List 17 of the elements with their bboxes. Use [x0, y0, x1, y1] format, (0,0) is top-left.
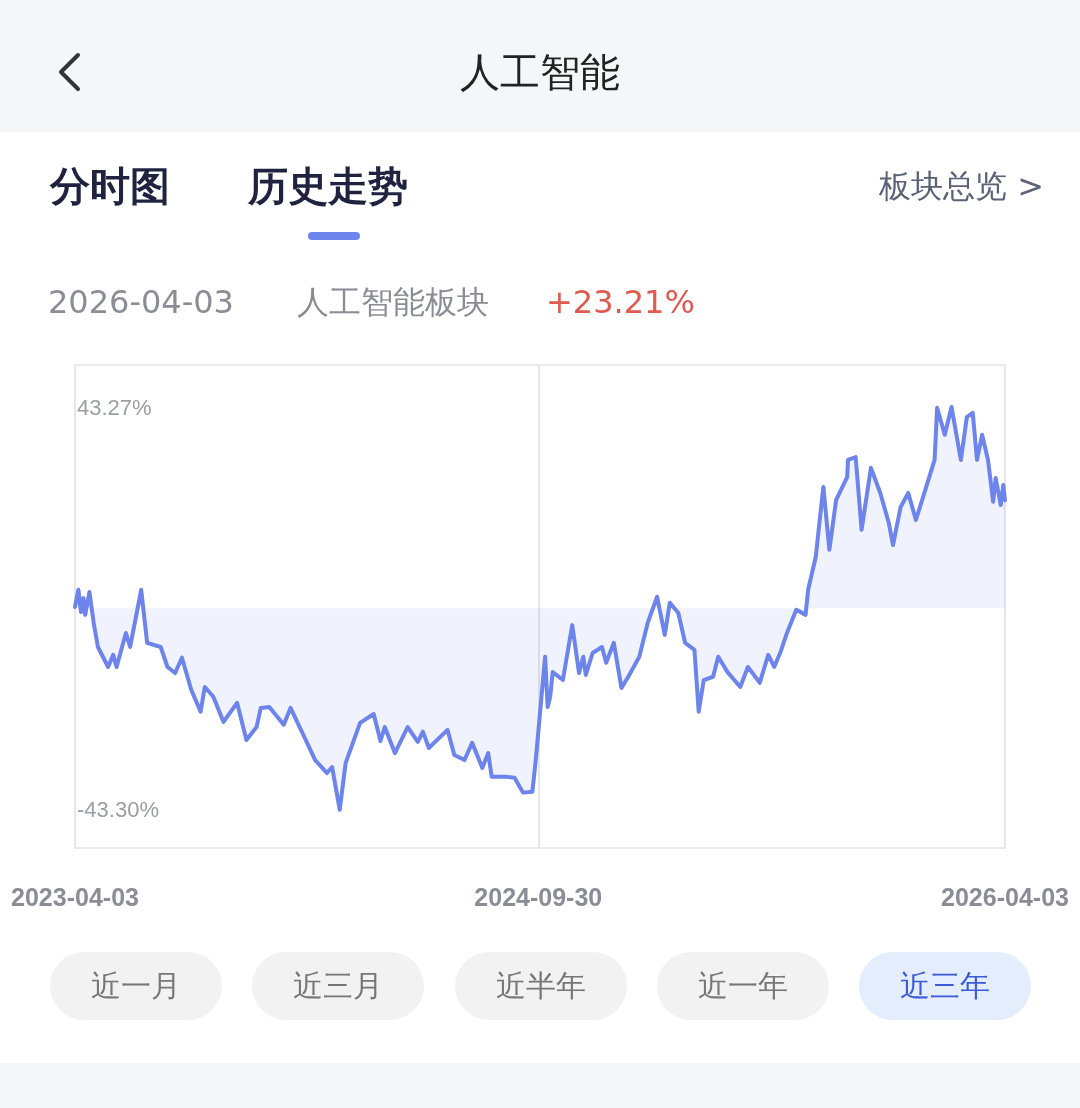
text: 近三年 — [859, 952, 1031, 1020]
text: 近一年 — [657, 952, 829, 1020]
text: 近半年 — [455, 952, 627, 1020]
text: 历史走势 — [248, 163, 408, 209]
text: 板块总览 > — [879, 167, 1044, 205]
text: 近三月 — [252, 952, 424, 1020]
text: 近一月 — [50, 952, 222, 1020]
text: +23.21% — [546, 283, 695, 321]
y-tick-label: 43.27% — [77, 394, 152, 420]
text: 2026-04-03 — [48, 283, 234, 321]
text: 分时图 — [50, 163, 170, 209]
y-tick-label: -43.30% — [77, 797, 159, 823]
chart-title: 人工智能 — [459, 49, 621, 95]
text: 人工智能板块 — [297, 283, 489, 321]
x-tick-label: 2023-04-03 — [11, 882, 139, 911]
x-tick-label: 2026-04-03 — [941, 882, 1069, 911]
x-tick-label: 2024-09-30 — [474, 882, 603, 911]
